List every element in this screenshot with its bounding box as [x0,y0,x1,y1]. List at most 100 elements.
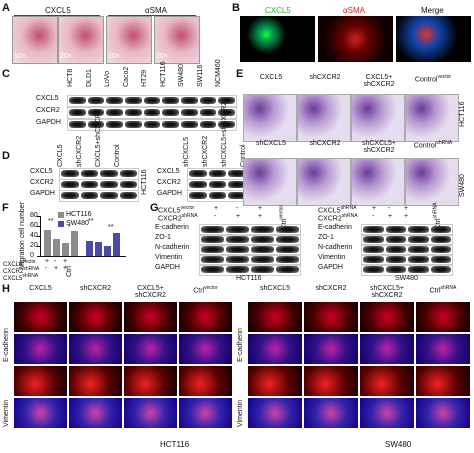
blot-band [69,121,86,128]
row-label: CXCR2 [157,179,181,186]
blot-frame [361,254,453,266]
blot-band [106,97,123,104]
fluorescence-image [124,366,177,396]
label-text: CXCL5 [318,207,341,215]
label-text: CXCL5 [158,207,181,215]
blot-frame [59,190,139,202]
fluorescence-image [304,366,358,396]
label-text: shCXCR2 [79,285,112,292]
blot-band [385,226,406,233]
blot-band [276,256,299,263]
fluorescence-image [396,16,471,62]
x-axis [40,256,126,257]
lane-label: LoVo [104,71,111,87]
sign: + [54,265,59,272]
lane-label: CXCL5+shCXCR2 [95,109,102,167]
blot-band [119,170,137,177]
blot-band [201,236,224,243]
blot-band [189,192,207,199]
label-text: CXCL5 [259,74,283,81]
row-label: CXCL5shRNA [318,205,356,214]
bar [71,231,78,256]
fluorescence-image [179,302,232,332]
blot-band [143,109,161,116]
row-label: CXCR2shRNA [3,266,39,275]
row-label: CXCR2 [30,179,54,186]
fluorescence-image [14,334,67,364]
title-rule [108,15,196,16]
blot-band [363,256,384,263]
sign: + [388,213,393,220]
fluorescence-image [179,366,232,396]
migration-image [405,94,459,142]
sign: + [236,213,241,220]
cell-line-label: HCT116 [160,440,190,449]
lane-label: Control [114,144,121,167]
label-text: shCXCR2 [309,140,341,147]
blot-band [218,109,235,116]
column-label: ControlshRNA [407,140,459,149]
blot-band [143,121,161,128]
row-label: CXCL5 [30,168,53,175]
blot-band [228,170,246,177]
column-label: Controlvector [407,74,459,83]
y-tick-label: 60 [30,222,38,229]
blot-band [143,97,161,104]
panel-label: D [2,150,10,162]
blot-band [363,266,384,273]
fluorescence-image [416,398,470,428]
blot-band [408,246,429,253]
cell-line-label: SW480 [459,174,466,197]
fluorescence-image [248,398,302,428]
row-label: CXCR2shRNA [318,213,358,222]
sign: + [372,205,377,212]
y-tick-label: 20 [30,242,38,249]
blot-frame [67,107,237,119]
panel-title: αSMA [145,6,167,15]
fluorescence-image [304,302,358,332]
blot-band [208,170,226,177]
blot-frame [361,224,453,236]
row-label: CXCR2shRNA [158,213,198,222]
migration-image [297,94,351,142]
label-sup: vector [278,204,285,219]
blot-band [363,246,384,253]
blot-band [408,226,429,233]
y-axis [40,216,41,256]
blot-band [251,246,274,253]
blot-band [251,266,274,273]
blot-band [80,181,98,188]
label-text: shCXCL5+ shCXCR2 [369,285,405,299]
cell-line-label: SW480 [395,275,418,282]
legend-swatch [58,212,64,218]
label-sup: shRNA [341,213,358,219]
blot-band [201,246,224,253]
row-label: GAPDH [157,190,182,197]
y-tick [37,236,40,237]
row-label: E-cadherin [3,328,10,362]
fluorescence-image [240,16,315,62]
blot-band [208,192,226,199]
label-text: CXCR2 [3,269,24,275]
bar [62,242,69,256]
column-label: shCXCR2 [69,285,122,292]
blot-frame [199,264,301,276]
bar [86,241,93,256]
bar [44,230,51,256]
fluorescence-image [416,334,470,364]
blot-band [181,97,198,104]
label-text: shCXCL5 [260,285,290,292]
row-label: CXCL5shRNA [3,273,38,282]
sign: + [258,205,263,212]
panel-label: A [2,2,10,14]
column-label: shCXCR2 [304,285,358,292]
sign: + [45,258,50,265]
significance: ** [48,218,54,225]
blot-frame [361,264,453,276]
row-label: E-cadherin [318,224,352,231]
blot-frame [199,234,301,246]
sign: - [372,213,375,220]
blot-band [430,226,451,233]
migration-image [351,158,405,206]
label-sup: vector [180,205,195,211]
